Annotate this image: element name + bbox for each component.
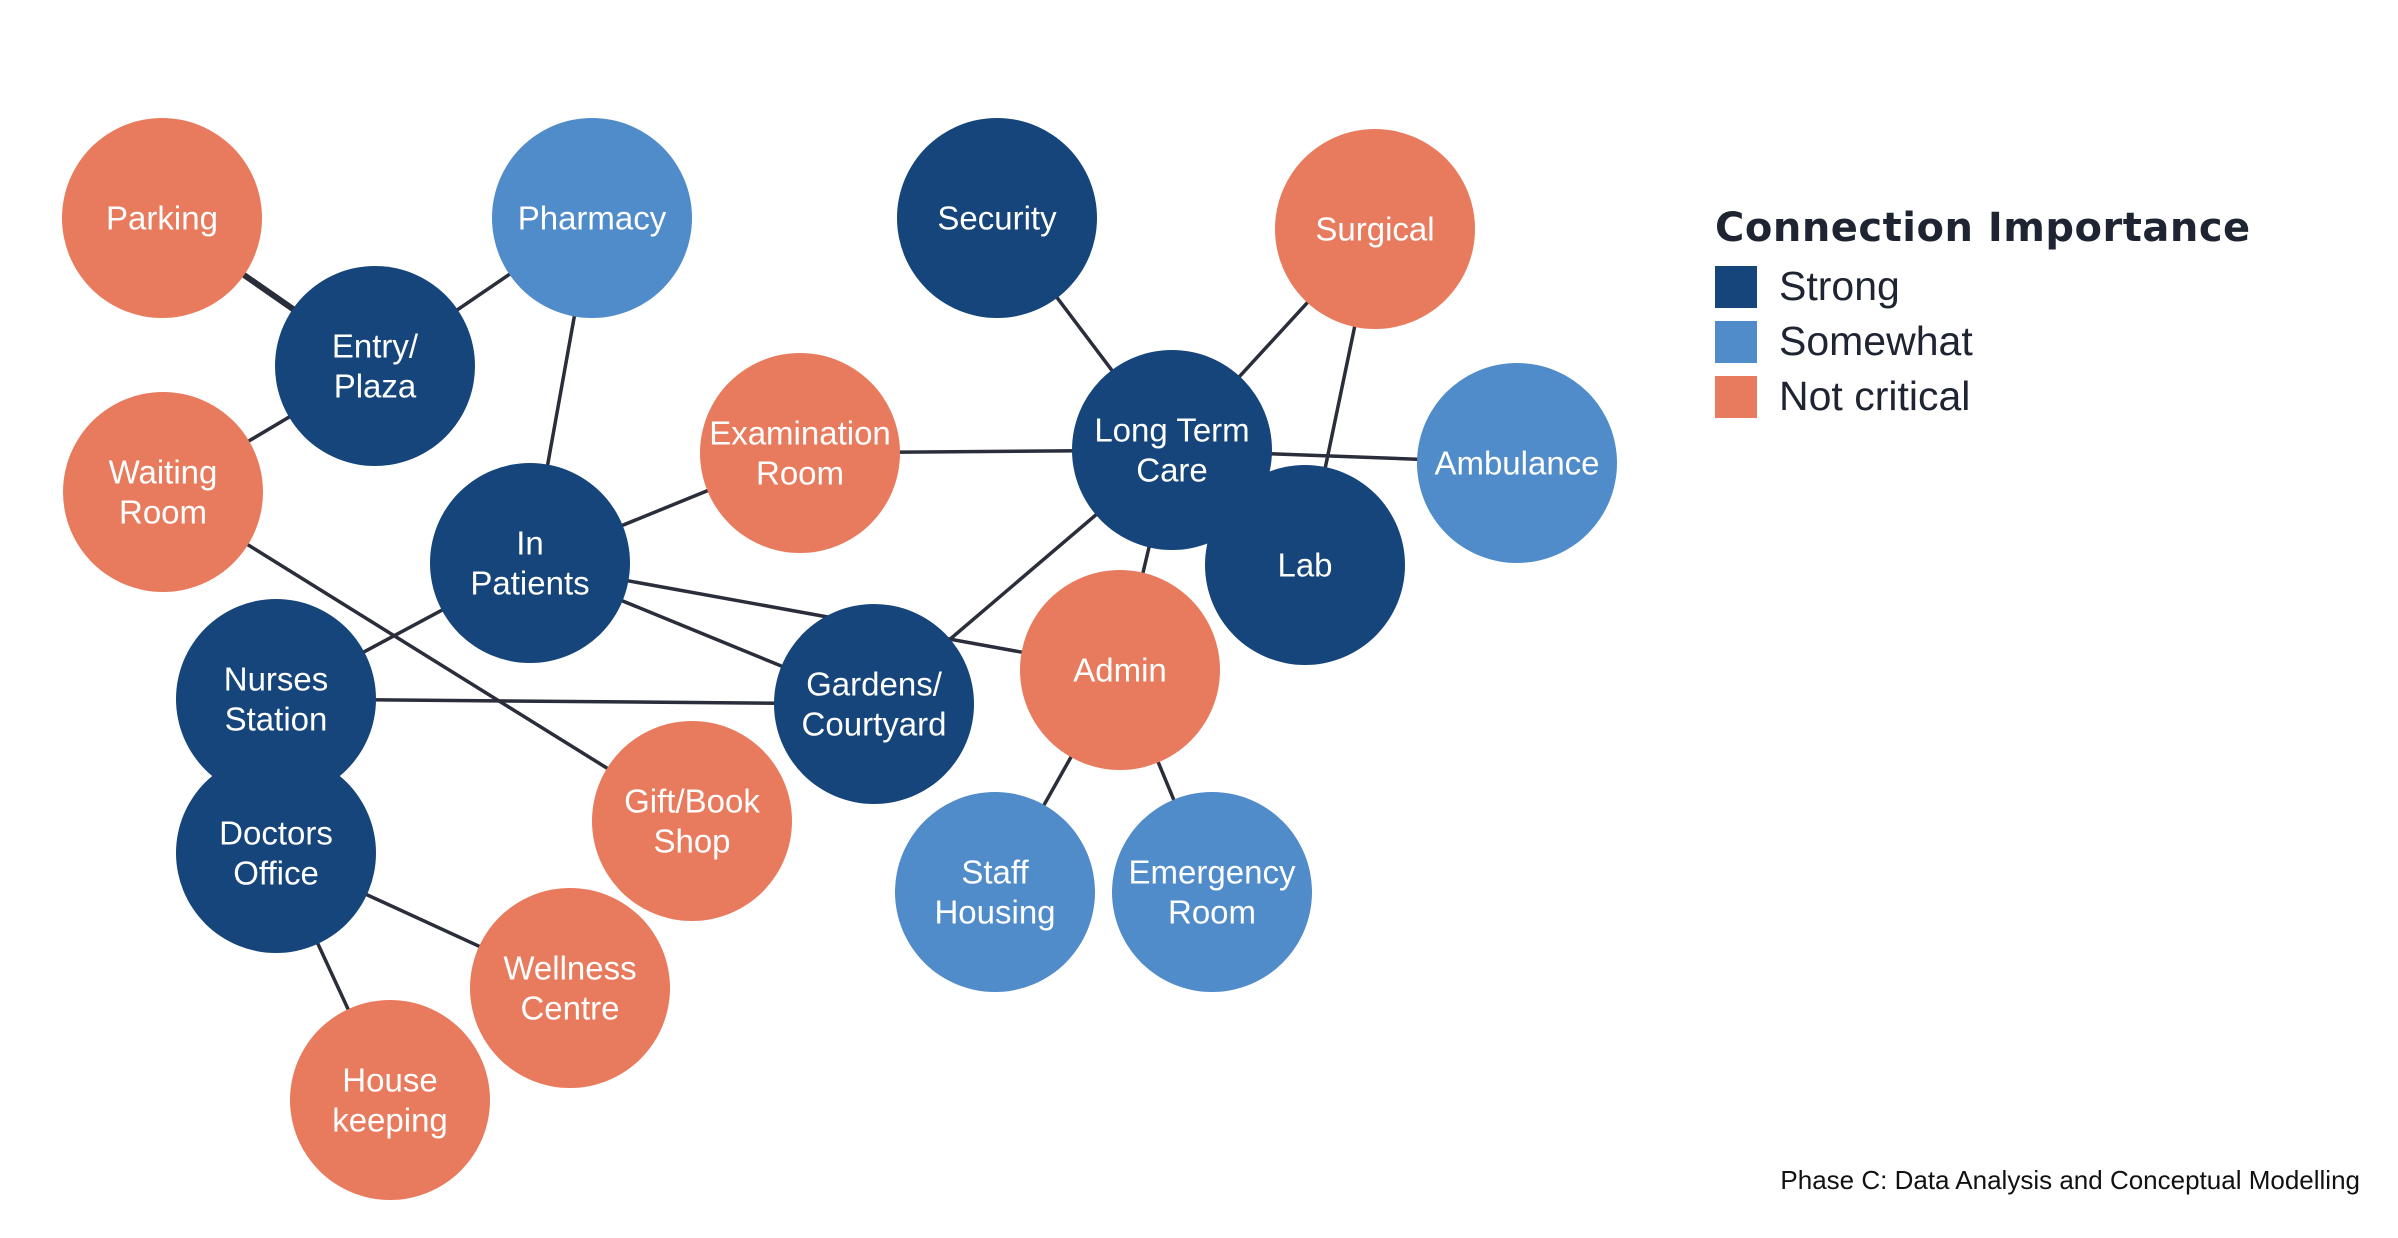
node-admin: Admin	[1020, 570, 1220, 770]
node-label: Admin	[1073, 652, 1167, 689]
node-parking: Parking	[62, 118, 262, 318]
node-entry-plaza: Entry/Plaza	[275, 266, 475, 466]
node-label: Room	[1168, 894, 1256, 931]
node-label: Staff	[961, 854, 1029, 891]
node-lab: Lab	[1205, 465, 1405, 665]
node-label: Housing	[934, 894, 1055, 931]
node-pharmacy: Pharmacy	[492, 118, 692, 318]
node-label: Surgical	[1315, 211, 1434, 248]
node-label: Waiting	[109, 454, 218, 491]
node-label: Entry/	[332, 328, 419, 365]
facility-nodes: ParkingEntry/PlazaPharmacyWaitingRoomSec…	[62, 118, 1617, 1200]
legend-title: Connection Importance	[1715, 205, 2251, 251]
node-label: Gift/Book	[624, 783, 760, 820]
node-circle	[1275, 129, 1475, 329]
node-circle	[774, 604, 974, 804]
node-circle	[430, 463, 630, 663]
node-label: Room	[119, 494, 207, 531]
node-circle	[176, 753, 376, 953]
node-security: Security	[897, 118, 1097, 318]
node-circle	[62, 118, 262, 318]
node-label: Lab	[1277, 547, 1332, 584]
node-label: Shop	[653, 823, 730, 860]
node-label: Doctors	[219, 815, 333, 852]
legend-swatch-somewhat	[1715, 320, 1757, 363]
node-label: Office	[233, 855, 319, 892]
node-circle	[275, 266, 475, 466]
node-circle	[1020, 570, 1220, 770]
node-label: Long Term	[1094, 412, 1249, 449]
node-label: Courtyard	[802, 706, 947, 743]
node-label: Security	[937, 200, 1057, 237]
node-label: Pharmacy	[518, 200, 667, 237]
node-surgical: Surgical	[1275, 129, 1475, 329]
node-circle	[1072, 350, 1272, 550]
node-label: Nurses	[224, 661, 329, 698]
node-circle	[176, 599, 376, 799]
node-label: Examination	[709, 415, 891, 452]
node-label: Emergency	[1129, 854, 1296, 891]
node-circle	[290, 1000, 490, 1200]
edge-waiting-room-to-gift-book-shop	[162, 490, 693, 823]
node-ambulance: Ambulance	[1417, 363, 1617, 563]
node-circle	[592, 721, 792, 921]
node-label: Wellness	[503, 950, 636, 987]
legend-label-not-critical: Not critical	[1779, 373, 1971, 419]
node-label: Ambulance	[1434, 445, 1599, 482]
node-circle	[897, 118, 1097, 318]
node-label: Patients	[470, 565, 589, 602]
node-label: House	[342, 1062, 437, 1099]
legend-label-somewhat: Somewhat	[1779, 318, 1973, 364]
legend-item-not-critical: Not critical	[1715, 369, 2251, 424]
node-label: Care	[1136, 452, 1208, 489]
node-label: Room	[756, 455, 844, 492]
node-label: Parking	[106, 200, 218, 237]
node-circle	[1205, 465, 1405, 665]
node-circle	[700, 353, 900, 553]
node-circle	[63, 392, 263, 592]
node-label: In	[516, 525, 544, 562]
node-label: Centre	[520, 990, 619, 1027]
node-label: keeping	[332, 1102, 448, 1139]
node-circle	[470, 888, 670, 1088]
node-circle	[895, 792, 1095, 992]
legend-swatch-strong	[1715, 265, 1757, 308]
node-gardens-courtyard: Gardens/Courtyard	[774, 604, 974, 804]
node-label: Gardens/	[806, 666, 943, 703]
node-circle	[1417, 363, 1617, 563]
legend-item-strong: Strong	[1715, 259, 2251, 314]
legend-swatch-not-critical	[1715, 375, 1757, 418]
legend: Connection Importance Strong Somewhat No…	[1715, 205, 2251, 424]
legend-label-strong: Strong	[1779, 263, 1900, 309]
node-label: Plaza	[334, 368, 417, 405]
footer-caption: Phase C: Data Analysis and Conceptual Mo…	[1780, 1165, 2360, 1195]
node-label: Station	[225, 701, 328, 738]
node-circle	[492, 118, 692, 318]
node-circle	[1112, 792, 1312, 992]
legend-item-somewhat: Somewhat	[1715, 314, 2251, 369]
